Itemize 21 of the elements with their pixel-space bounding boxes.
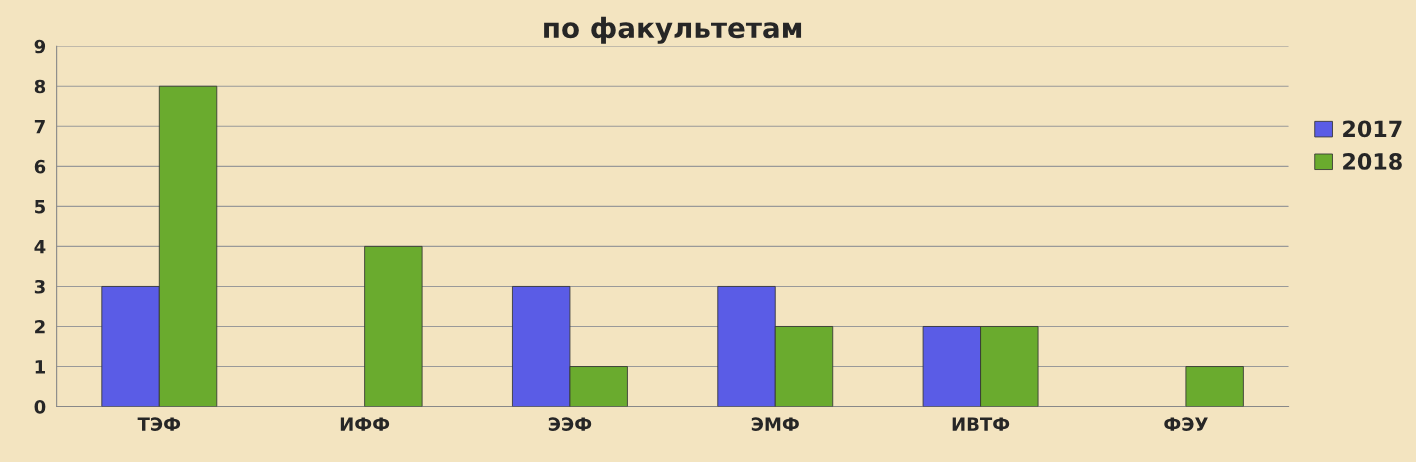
y-tick-label: 2 <box>35 319 45 334</box>
x-tick-label: ИВТФ <box>952 417 1010 431</box>
y-tick-label: 5 <box>35 200 45 214</box>
bar <box>364 245 423 407</box>
x-tick-label: ЭМФ <box>751 417 799 431</box>
x-tick-label: ИФФ <box>340 417 390 431</box>
y-tick-label: 1 <box>35 360 45 374</box>
y-tick-label: 3 <box>34 279 45 294</box>
legend-label: 2017 <box>1343 120 1402 138</box>
y-tick-label: 6 <box>34 159 46 174</box>
y-tick-label: 9 <box>34 39 46 54</box>
y-tick-label: 7 <box>34 119 45 134</box>
y-tick-label: 8 <box>34 79 46 94</box>
x-tick-label: ФЭУ <box>1164 417 1208 431</box>
y-tick-label: 0 <box>34 400 46 414</box>
x-tick-label: ТЭФ <box>137 417 181 431</box>
y-tick-label: 4 <box>34 240 46 254</box>
legend-label: 2018 <box>1343 153 1402 170</box>
bar <box>1185 366 1244 407</box>
chart-title: по факультетам <box>544 16 802 44</box>
x-tick-label: ЭЭФ <box>548 417 592 431</box>
